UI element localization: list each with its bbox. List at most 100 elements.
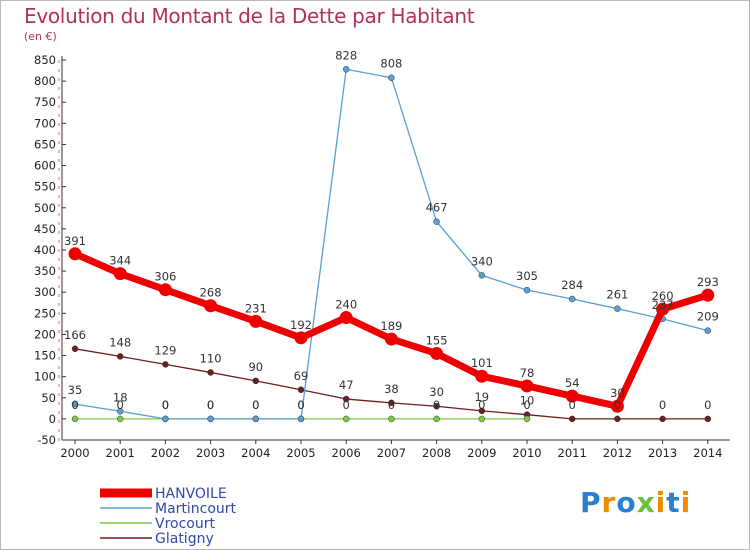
data-label: 192 xyxy=(290,318,312,332)
y-tick-label: 750 xyxy=(34,95,56,109)
data-label: 0 xyxy=(433,398,440,412)
data-label: 90 xyxy=(248,360,263,374)
data-point xyxy=(71,415,79,423)
data-point xyxy=(523,286,531,294)
x-tick-label: 2011 xyxy=(558,446,587,460)
x-tick-label: 2014 xyxy=(693,446,722,460)
data-label: 148 xyxy=(109,335,131,349)
data-point xyxy=(384,332,398,346)
logo-letter: i xyxy=(655,486,667,519)
data-point xyxy=(478,272,486,279)
legend-label: Glatigny xyxy=(155,531,214,547)
y-tick-label: 200 xyxy=(34,327,56,341)
data-label: 35 xyxy=(68,383,83,397)
logo-letter: t xyxy=(666,486,681,519)
x-tick-label: 2004 xyxy=(241,446,270,460)
y-tick-label: 500 xyxy=(34,201,56,215)
x-tick-label: 2010 xyxy=(512,446,541,460)
data-label: 293 xyxy=(697,275,719,289)
data-point xyxy=(433,218,440,225)
logo-letter: r xyxy=(601,486,617,519)
legend-label: Martincourt xyxy=(155,501,237,517)
data-label: 284 xyxy=(561,278,583,292)
data-label: 110 xyxy=(200,351,222,365)
data-point xyxy=(116,415,124,423)
x-tick-label: 2007 xyxy=(377,446,406,460)
data-label: 0 xyxy=(569,398,576,412)
chart-title: Evolution du Montant de la Dette par Hab… xyxy=(24,4,475,28)
data-point xyxy=(433,402,440,410)
data-point xyxy=(116,353,124,360)
data-point xyxy=(68,247,82,261)
data-point xyxy=(71,345,79,353)
data-label: 0 xyxy=(343,398,350,412)
y-tick-label: 250 xyxy=(34,306,56,320)
y-tick-label: 100 xyxy=(34,370,56,384)
data-label: 0 xyxy=(297,398,304,412)
data-point xyxy=(433,415,440,423)
data-point xyxy=(523,415,531,423)
data-point xyxy=(430,346,444,360)
y-tick-label: 50 xyxy=(41,391,56,405)
data-point xyxy=(297,415,305,423)
data-point xyxy=(704,415,712,423)
data-label: 101 xyxy=(471,356,493,370)
data-label: 155 xyxy=(426,333,448,347)
y-tick-label: 550 xyxy=(34,180,56,194)
data-point xyxy=(339,311,353,325)
data-label: 306 xyxy=(154,270,176,284)
data-label: 10 xyxy=(520,394,535,408)
data-label: 0 xyxy=(162,398,169,412)
data-label: 78 xyxy=(520,366,535,380)
data-label: 0 xyxy=(388,398,395,412)
logo-letter: x xyxy=(636,486,656,519)
data-label: 0 xyxy=(71,398,78,412)
data-label: 305 xyxy=(516,269,538,283)
data-point xyxy=(297,386,305,394)
data-point xyxy=(568,295,576,303)
data-label: 231 xyxy=(245,301,267,315)
data-point xyxy=(565,389,579,403)
data-label: 38 xyxy=(384,382,399,396)
x-tick-label: 2002 xyxy=(151,446,180,460)
y-tick-label: 850 xyxy=(34,53,56,67)
data-label: 30 xyxy=(429,385,444,399)
data-point xyxy=(478,407,486,415)
data-label: 344 xyxy=(109,254,131,268)
data-point xyxy=(388,399,395,407)
y-tick-label: 450 xyxy=(34,222,56,236)
data-point xyxy=(113,267,127,281)
x-tick-label: 2008 xyxy=(422,446,451,460)
data-point xyxy=(614,305,621,312)
data-point xyxy=(162,361,169,368)
data-point xyxy=(388,415,395,423)
data-point xyxy=(659,415,666,423)
data-label: 0 xyxy=(162,398,169,412)
y-tick-label: -50 xyxy=(37,433,56,447)
y-tick-label: 150 xyxy=(34,349,56,363)
data-point xyxy=(342,395,350,403)
data-label: 0 xyxy=(614,398,621,412)
data-point xyxy=(207,369,214,376)
data-label: 0 xyxy=(704,398,711,412)
data-point xyxy=(294,331,308,345)
data-point xyxy=(520,379,534,393)
data-point xyxy=(614,415,621,423)
data-point xyxy=(342,66,350,73)
data-label: 19 xyxy=(474,390,489,404)
data-label: 0 xyxy=(207,398,214,412)
data-label: 828 xyxy=(335,48,357,62)
data-label: 808 xyxy=(380,57,402,71)
data-point xyxy=(204,299,218,313)
data-label: 0 xyxy=(252,398,259,412)
data-point xyxy=(162,415,169,423)
data-point xyxy=(701,288,715,302)
series-line xyxy=(74,68,708,420)
data-label: 0 xyxy=(478,398,485,412)
data-point xyxy=(568,415,576,423)
data-label: 340 xyxy=(471,254,493,268)
x-tick-label: 2006 xyxy=(332,446,361,460)
data-point xyxy=(252,377,260,385)
data-label: 129 xyxy=(154,343,176,357)
x-tick-label: 2001 xyxy=(106,446,135,460)
